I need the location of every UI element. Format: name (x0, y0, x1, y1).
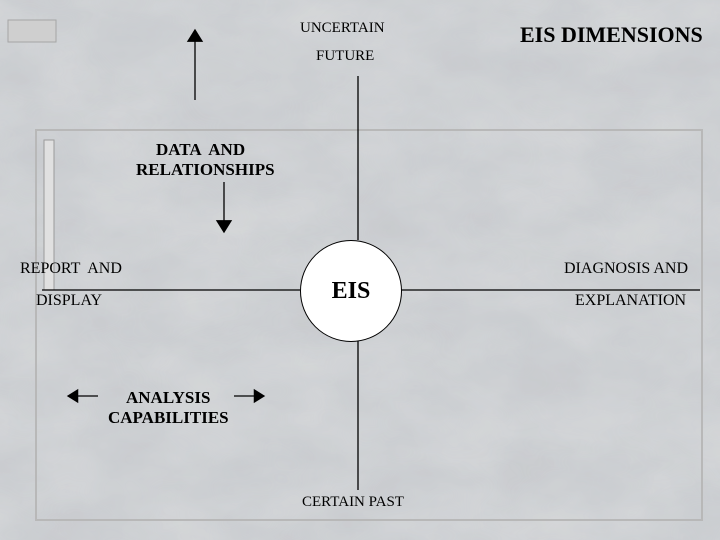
annot-data-1: DATA AND (156, 140, 245, 160)
axis-top-label-2: FUTURE (316, 48, 374, 65)
annot-analysis-1: ANALYSIS (126, 388, 210, 408)
axis-left-label-1: REPORT AND (20, 260, 122, 278)
annot-data-2: RELATIONSHIPS (136, 160, 275, 180)
center-node: EIS (300, 240, 402, 342)
axis-top-label-1: UNCERTAIN (300, 20, 385, 37)
axis-right-label-1: DIAGNOSIS AND (564, 260, 688, 278)
center-label: EIS (332, 278, 371, 305)
annot-analysis-2: CAPABILITIES (108, 408, 229, 428)
page-title: EIS DIMENSIONS (520, 22, 703, 47)
axis-left-label-2: DISPLAY (36, 292, 102, 310)
axis-right-label-2: EXPLANATION (575, 292, 686, 310)
diagram-stage: EIS EIS DIMENSIONS UNCERTAIN FUTURE CERT… (0, 0, 720, 540)
axis-bottom-label: CERTAIN PAST (302, 494, 404, 511)
